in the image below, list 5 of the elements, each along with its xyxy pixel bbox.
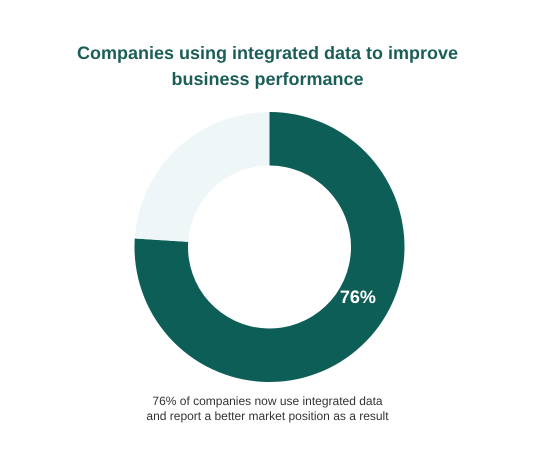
donut-slice — [134, 112, 270, 242]
text: 76% of companies now use integrated data and report a better market position as a result — [145, 394, 390, 424]
chart-title: Companies using integrated data to improve business performance — [76, 42, 460, 91]
data-label: 76% — [340, 286, 376, 307]
donut-slice — [134, 112, 404, 382]
